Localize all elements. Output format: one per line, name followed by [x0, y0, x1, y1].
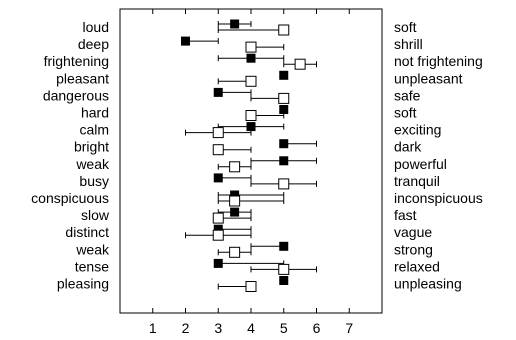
x-tick-label: 5	[280, 320, 288, 336]
left-label: slow	[81, 207, 110, 223]
filled-square-marker	[230, 207, 240, 217]
right-label: relaxed	[394, 258, 440, 274]
right-label: soft	[394, 19, 417, 35]
right-label: powerful	[394, 156, 447, 172]
x-tick-label: 7	[345, 320, 353, 336]
left-label: weak	[75, 241, 110, 257]
right-label: unpleasant	[394, 70, 463, 86]
filled-square-marker	[279, 70, 289, 80]
open-square-marker	[229, 161, 241, 173]
right-label: shrill	[394, 36, 423, 52]
filled-square-marker	[279, 276, 289, 285]
filled-square-marker	[230, 19, 240, 29]
right-label: safe	[394, 87, 421, 103]
x-tick-label: 3	[214, 320, 222, 336]
filled-square-marker	[213, 87, 223, 97]
left-label: dangerous	[43, 87, 109, 103]
right-label: exciting	[394, 122, 441, 138]
left-label: bright	[74, 139, 109, 155]
open-square-marker	[245, 110, 257, 121]
x-axis-ticks	[152, 9, 350, 313]
filled-square-marker	[213, 173, 223, 183]
open-square-marker	[212, 212, 224, 224]
right-label: not frightening	[394, 53, 483, 69]
filled-square-marker	[279, 105, 289, 114]
filled-square-marker	[279, 139, 289, 149]
x-tick-label: 6	[313, 320, 321, 336]
left-label: distinct	[65, 224, 109, 240]
right-label: strong	[394, 241, 433, 257]
right-label: unpleasing	[394, 276, 462, 292]
open-square-marker	[278, 24, 290, 36]
left-label: conspicuous	[31, 190, 109, 206]
left-label: pleasant	[56, 70, 109, 86]
open-square-marker	[245, 41, 257, 53]
filled-square-marker	[246, 53, 256, 63]
open-square-marker	[229, 246, 241, 258]
open-square-marker	[245, 281, 257, 292]
right-label: tranquil	[394, 173, 440, 189]
right-label: inconspicuous	[394, 190, 483, 206]
x-tick-label: 4	[247, 320, 255, 336]
left-label: loud	[83, 19, 109, 35]
filled-square-marker	[181, 36, 190, 46]
x-axis-tick-labels: 1 2 3 4 5 6 7	[149, 320, 354, 336]
open-square-marker	[229, 195, 241, 207]
open-square-marker	[278, 263, 290, 275]
open-square-marker	[294, 58, 306, 70]
right-label: dark	[394, 139, 422, 155]
open-square-marker	[278, 92, 290, 104]
x-tick-label: 1	[149, 320, 157, 336]
left-label: deep	[78, 36, 109, 52]
open-square-marker	[212, 144, 224, 156]
right-label: vague	[394, 224, 432, 240]
left-label: frightening	[44, 53, 109, 69]
x-tick-label: 2	[182, 320, 190, 336]
filled-square-marker	[279, 241, 289, 251]
open-square-marker	[212, 229, 224, 241]
left-label: busy	[79, 173, 109, 189]
open-square-marker	[278, 178, 290, 190]
data-markers	[181, 19, 306, 292]
right-label: fast	[394, 207, 417, 223]
open-square-marker	[245, 75, 257, 87]
left-label: tense	[75, 258, 109, 274]
open-square-marker	[212, 127, 224, 139]
filled-square-marker	[246, 122, 256, 132]
left-label: pleasing	[57, 276, 109, 292]
filled-square-marker	[213, 258, 223, 268]
left-label: calm	[79, 122, 109, 138]
left-label: hard	[81, 105, 109, 121]
filled-square-marker	[279, 156, 289, 166]
right-label: soft	[394, 105, 417, 121]
left-label: weak	[75, 156, 110, 172]
